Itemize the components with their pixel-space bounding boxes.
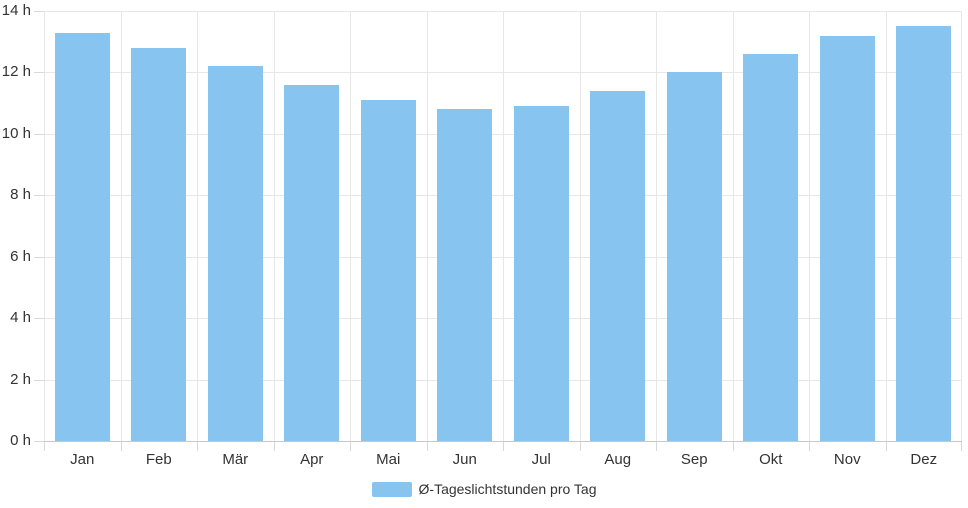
y-axis-tick-mark: [34, 379, 44, 381]
x-axis-tick-mark: [197, 442, 198, 451]
bar-sep[interactable]: [666, 72, 722, 441]
y-axis-tick-label: 2 h: [10, 370, 31, 388]
x-axis-label: Mai: [376, 451, 401, 468]
y-axis-tick-mark: [34, 195, 44, 197]
bar-jul[interactable]: [513, 106, 569, 441]
bar-jun[interactable]: [437, 109, 493, 441]
gridline-vertical: [503, 11, 504, 441]
gridline-vertical: [580, 11, 581, 441]
x-axis-label: Jun: [452, 451, 477, 468]
bar-aug[interactable]: [590, 90, 646, 441]
x-axis-label: Dez: [910, 451, 938, 468]
plot-area: [44, 11, 962, 442]
y-axis-tick-label: 8 h: [10, 186, 31, 204]
x-axis-label: Jan: [70, 451, 95, 468]
x-axis-label: Apr: [300, 451, 324, 468]
gridline-vertical: [733, 11, 734, 441]
y-axis-tick-label: 12 h: [1, 63, 31, 81]
x-axis-tick-mark: [350, 442, 351, 451]
legend-item-daylight-hours[interactable]: Ø-Tageslichtstunden pro Tag: [0, 481, 968, 497]
x-axis-tick-mark: [274, 442, 275, 451]
legend-label: Ø-Tageslichtstunden pro Tag: [418, 481, 597, 497]
bar-jan[interactable]: [54, 32, 110, 441]
gridline-vertical: [350, 11, 351, 441]
y-axis-tick-label: 6 h: [10, 247, 31, 265]
gridline-vertical: [427, 11, 428, 441]
bar-nov[interactable]: [819, 35, 875, 441]
x-axis-tick-mark: [44, 442, 45, 451]
y-axis-tick-mark: [34, 441, 44, 442]
bar-mär[interactable]: [207, 66, 263, 441]
gridline-vertical: [961, 11, 962, 441]
x-axis-label: Nov: [833, 451, 861, 468]
x-axis-label: Mär: [222, 451, 249, 468]
x-axis-label: Jul: [531, 451, 551, 468]
gridline-vertical: [274, 11, 275, 441]
x-axis-tick-mark: [580, 442, 581, 451]
x-axis-label: Okt: [759, 451, 783, 468]
x-axis-tick-mark: [656, 442, 657, 451]
x-axis-tick-mark: [809, 442, 810, 451]
bar-mai[interactable]: [360, 100, 416, 441]
x-axis-tick-mark: [733, 442, 734, 451]
gridline-vertical: [197, 11, 198, 441]
gridline-vertical: [121, 11, 122, 441]
legend-swatch: [371, 481, 412, 497]
y-axis-tick-label: 0 h: [10, 432, 31, 449]
bar-dez[interactable]: [896, 26, 952, 441]
x-axis-tick-mark: [961, 442, 962, 451]
x-axis-tick-mark: [886, 442, 887, 451]
gridline-vertical: [809, 11, 810, 441]
x-axis-tick-mark: [121, 442, 122, 451]
y-axis-tick-mark: [34, 318, 44, 320]
x-axis-tick-mark: [427, 442, 428, 451]
x-axis-tick-mark: [503, 442, 504, 451]
x-axis-label: Sep: [680, 451, 708, 468]
y-axis-tick-mark: [34, 133, 44, 135]
gridline-vertical: [886, 11, 887, 441]
bar-okt[interactable]: [743, 54, 799, 441]
y-axis-tick-mark: [34, 72, 44, 74]
x-axis-label: Aug: [604, 451, 632, 468]
y-axis-tick-label: 10 h: [1, 124, 31, 142]
y-axis-tick-label: 14 h: [1, 2, 31, 19]
gridline-vertical: [44, 11, 45, 441]
y-axis-tick-mark: [34, 256, 44, 258]
gridline-vertical: [656, 11, 657, 441]
x-axis-label: Feb: [145, 451, 172, 468]
bar-apr[interactable]: [284, 84, 340, 441]
gridline-horizontal: [44, 441, 962, 442]
bar-feb[interactable]: [131, 47, 187, 441]
y-axis-tick-label: 4 h: [10, 309, 31, 327]
y-axis-tick-mark: [34, 11, 44, 12]
